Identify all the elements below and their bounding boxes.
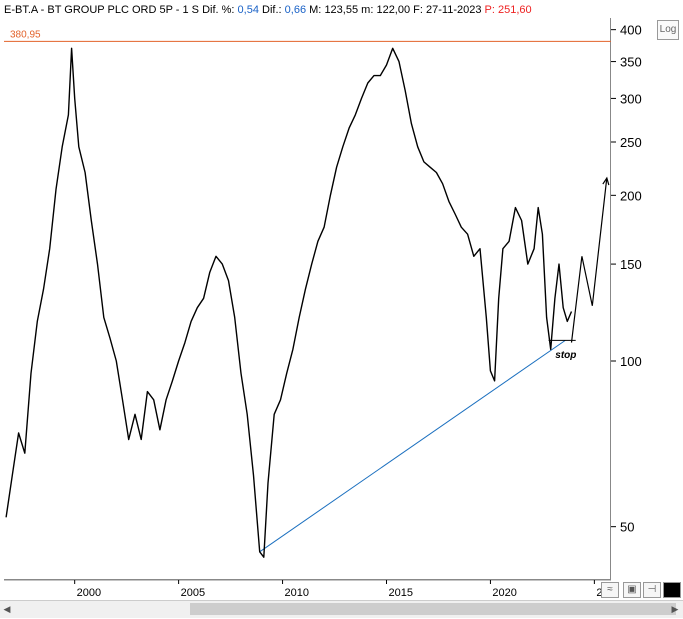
support-trendline	[259, 339, 566, 553]
price-label: P:	[484, 4, 495, 16]
color-swatch-icon[interactable]	[663, 582, 681, 598]
period: 1 S	[182, 4, 200, 16]
price-series-line	[5, 47, 573, 558]
dif-value: 0,66	[284, 4, 307, 16]
max-label: M:	[309, 4, 322, 16]
y-tick-label: 250	[620, 135, 642, 150]
dif-pct-value: 0,54	[237, 4, 259, 16]
chart-header: E-BT.A - BT GROUP PLC ORD 5P - 1 S Dif. …	[4, 2, 532, 18]
resistance-label: 380,95	[10, 29, 41, 40]
y-axis-ticks: 50 100 150 200 250 300 350 400	[611, 23, 642, 535]
y-tick-label: 200	[620, 188, 642, 203]
dif-label: Dif.:	[262, 4, 282, 16]
horizontal-scrollbar[interactable]: ◀ ▶	[0, 600, 683, 618]
y-tick-label: 400	[620, 23, 642, 38]
y-tick-label: 150	[620, 257, 642, 272]
plot-area[interactable]: 380,95 stop	[4, 18, 611, 580]
scroll-left-icon[interactable]: ◀	[3, 604, 11, 614]
date-label: F:	[413, 4, 423, 16]
symbol-name: E-BT.A - BT GROUP PLC ORD 5P -	[4, 4, 180, 16]
y-tick-label: 100	[620, 354, 642, 369]
x-tick-label: 2005	[181, 587, 205, 599]
max-value: 123,55	[324, 4, 359, 16]
scroll-right-icon[interactable]: ▶	[671, 604, 679, 614]
min-label: m:	[361, 4, 374, 16]
y-tick-label: 300	[620, 91, 642, 106]
wave-icon[interactable]: ≈	[601, 582, 619, 598]
x-tick-label: 2010	[285, 587, 309, 599]
save-icon[interactable]: ▣	[623, 582, 641, 598]
price-value: 251,60	[498, 4, 532, 16]
dif-pct-label: Dif. %:	[202, 4, 235, 16]
pin-icon[interactable]: ⊣	[643, 582, 661, 598]
x-tick-label: 2015	[388, 587, 412, 599]
x-tick-label: 2000	[77, 587, 101, 599]
x-tick-label: 2020	[492, 587, 516, 599]
y-tick-label: 350	[620, 55, 642, 70]
x-axis: 2000200520102015202020	[4, 579, 611, 600]
stop-annotation: stop	[555, 350, 576, 361]
min-value: 122,00	[376, 4, 411, 16]
y-axis: 50 100 150 200 250 300 350 400	[611, 18, 679, 580]
price-chart[interactable]: 380,95 stop	[4, 18, 611, 580]
projection-arrowhead	[602, 176, 610, 186]
projection-path	[570, 177, 608, 343]
scroll-thumb[interactable]	[190, 603, 676, 615]
x-axis-ticks: 2000200520102015202020	[4, 579, 611, 599]
date-value: 27-11-2023	[426, 4, 482, 16]
log-scale-button[interactable]: Log	[657, 20, 679, 40]
y-tick-label: 50	[620, 520, 634, 535]
